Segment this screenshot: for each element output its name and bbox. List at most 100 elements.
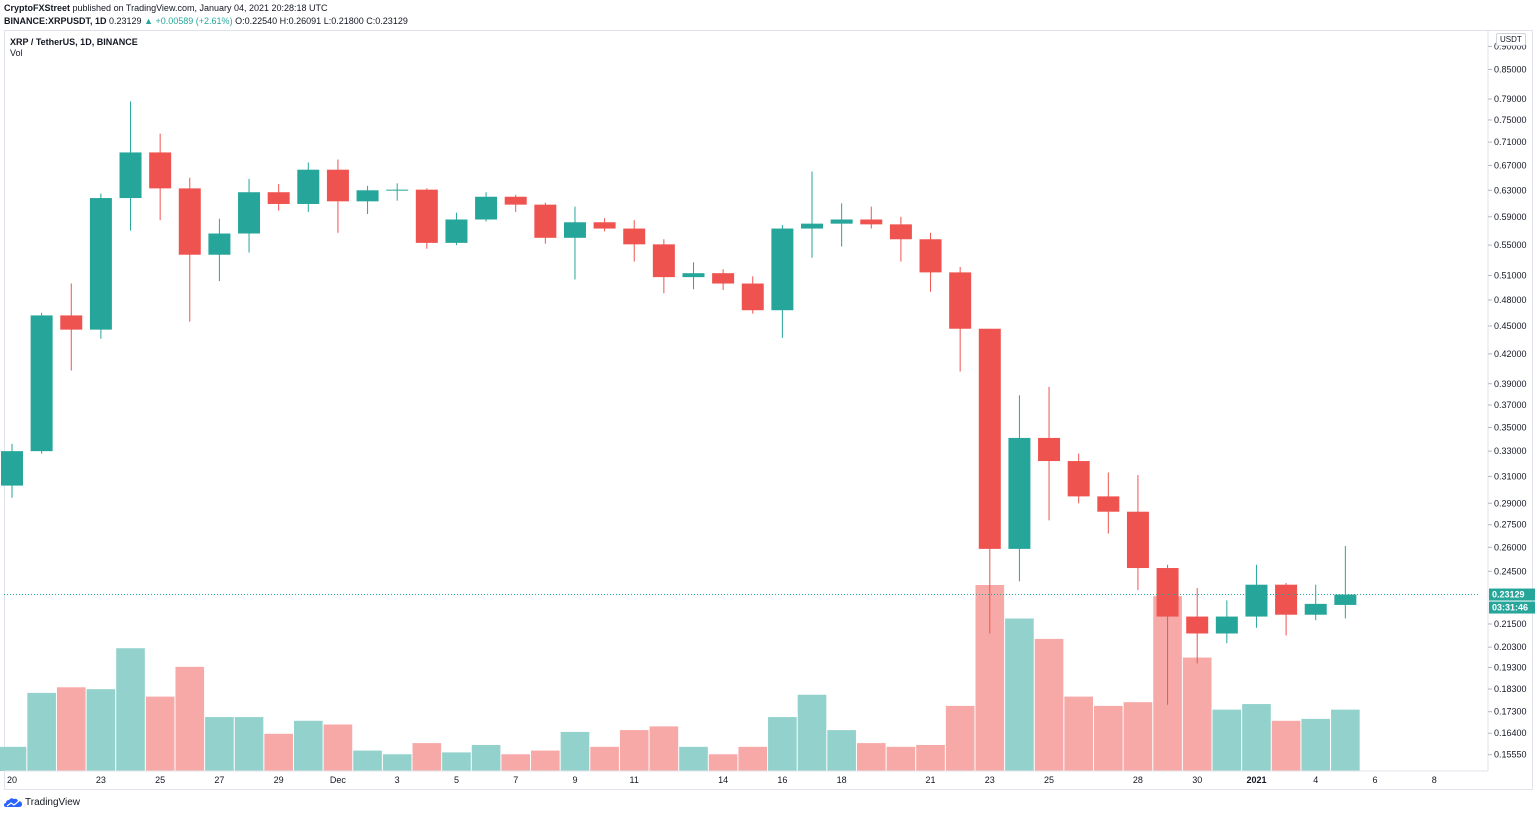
candle <box>801 171 824 258</box>
volume-bar <box>264 733 293 771</box>
volume-bar <box>856 743 886 771</box>
high-value: 0.26091 <box>288 16 322 26</box>
price-tick-label: 0.75000 <box>1494 115 1527 125</box>
candle <box>889 216 912 262</box>
candle-body <box>356 190 379 202</box>
candle <box>978 328 1001 634</box>
candle-body <box>208 233 231 255</box>
candle-body <box>238 192 261 234</box>
time-tick-label: 14 <box>718 775 728 785</box>
time-tick-label: 27 <box>214 775 224 785</box>
price-tick-label: 0.45000 <box>1494 321 1527 331</box>
candle-body <box>801 223 824 229</box>
candle <box>563 206 586 280</box>
candle <box>1215 600 1238 644</box>
price-tick-label: 0.39000 <box>1494 379 1527 389</box>
candle-body <box>297 169 320 204</box>
candle <box>1334 545 1357 619</box>
volume-bar <box>945 705 975 771</box>
candle <box>356 185 379 215</box>
candle-body <box>1097 496 1120 512</box>
price-tick-label: 0.35000 <box>1494 422 1527 432</box>
high-label: H: <box>279 16 289 26</box>
candle <box>949 266 972 372</box>
time-tick-label: 16 <box>777 775 787 785</box>
price-tick-label: 0.67000 <box>1494 160 1527 170</box>
candle-body <box>504 196 527 205</box>
volume-bar <box>1093 705 1123 771</box>
close-value: 0.23129 <box>375 16 408 26</box>
volume-bar <box>1064 696 1093 771</box>
volume-bar <box>1123 702 1153 771</box>
price-tick-label: 0.18300 <box>1494 684 1527 694</box>
candle-body <box>267 192 290 204</box>
time-tick-label: 3 <box>395 775 400 785</box>
current-price-label: 0.23129 <box>1492 590 1525 600</box>
volume-bar <box>679 746 708 771</box>
low-label: L: <box>323 16 332 26</box>
candle <box>89 193 112 339</box>
candle <box>919 232 942 292</box>
time-tick-label: 23 <box>96 775 106 785</box>
price-tick-label: 0.79000 <box>1494 94 1527 104</box>
candle <box>386 183 409 201</box>
volume-bar <box>353 750 382 771</box>
candle <box>1304 584 1327 621</box>
candle <box>30 312 53 454</box>
candle <box>1067 453 1090 504</box>
legend-title: XRP / TetherUS, 1D, BINANCE <box>10 37 138 47</box>
candle-body <box>1186 616 1209 634</box>
candle <box>830 203 853 247</box>
volume-bar <box>738 746 768 771</box>
tradingview-logo[interactable]: TradingView <box>4 795 80 809</box>
price-tick-label: 0.21500 <box>1494 619 1527 629</box>
candle <box>60 283 83 371</box>
candle-body <box>89 198 112 330</box>
candle <box>1186 588 1209 664</box>
volume-bar <box>590 746 619 771</box>
countdown-tag <box>1489 601 1535 614</box>
time-tick-label: 29 <box>274 775 284 785</box>
time-tick-label: 28 <box>1133 775 1143 785</box>
price-tick-label: 0.90000 <box>1494 41 1527 51</box>
price-tick-label: 0.55000 <box>1494 240 1527 250</box>
candle-body <box>978 328 1001 549</box>
candle <box>178 177 201 322</box>
candle <box>1275 582 1298 636</box>
candle-body <box>386 189 409 191</box>
tradingview-brand: TradingView <box>25 796 81 808</box>
publish-bar: CryptoFXStreet published on TradingView.… <box>4 3 328 13</box>
candle <box>1008 395 1031 582</box>
chart-frame <box>4 30 1533 790</box>
candle-body <box>60 315 83 330</box>
candle-body <box>771 228 794 311</box>
price-tick-label: 0.17300 <box>1494 707 1527 717</box>
candle-body <box>593 222 616 229</box>
price-tick-label: 0.19300 <box>1494 663 1527 673</box>
candle-body <box>149 152 172 189</box>
time-tick-label: 25 <box>1044 775 1054 785</box>
price-tick-label: 0.42000 <box>1494 349 1527 359</box>
volume-bar <box>501 754 531 771</box>
candle-body <box>919 239 942 273</box>
volume-bar <box>56 687 86 771</box>
candle <box>593 218 616 232</box>
volume-bar <box>175 666 205 771</box>
candle <box>1245 564 1268 628</box>
ohlc-bar: BINANCE:XRPUSDT, 1D 0.23129 ▲ +0.00589 (… <box>4 16 408 26</box>
candle-body <box>623 228 646 245</box>
candle-body <box>1038 437 1061 462</box>
candle-body <box>1008 437 1031 549</box>
volume-bar <box>708 754 738 771</box>
currency-badge[interactable]: USDT <box>1496 33 1526 46</box>
time-tick-label: 7 <box>513 775 518 785</box>
volume-bar <box>1005 618 1034 771</box>
volume-layer <box>0 585 1360 771</box>
candle-body <box>830 219 853 224</box>
candle-body <box>860 219 883 225</box>
volume-bar <box>116 648 145 771</box>
candle-body <box>534 204 557 238</box>
candle <box>475 192 498 222</box>
volume-bar <box>234 717 264 771</box>
